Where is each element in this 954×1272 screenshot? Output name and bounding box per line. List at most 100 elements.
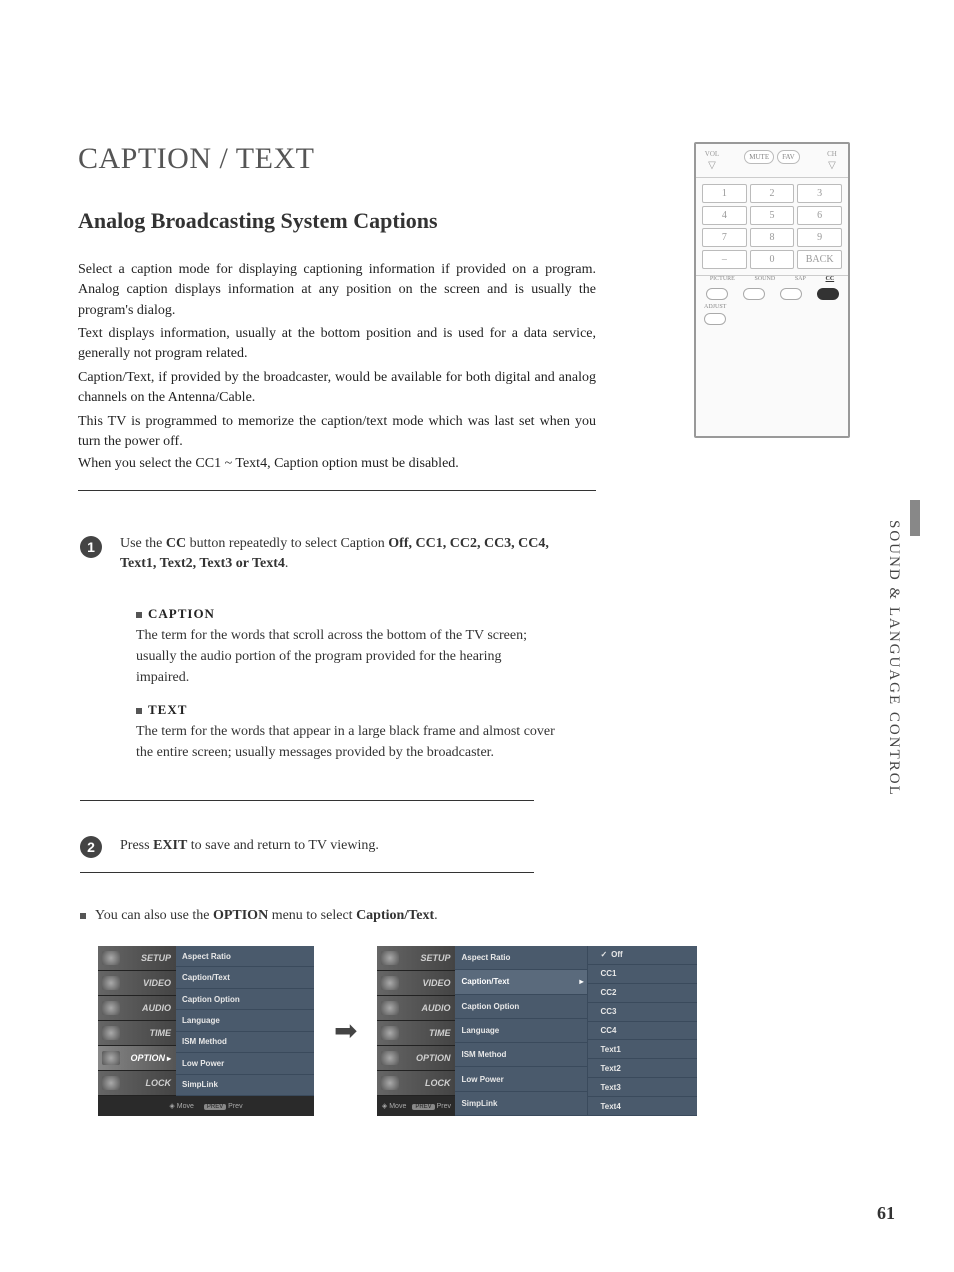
move-icon: ◈ <box>169 1103 174 1110</box>
paragraph-1: Select a caption mode for displaying cap… <box>78 260 596 321</box>
menu-sidebar-icon <box>381 976 399 990</box>
menu-value-label: CC3 <box>600 1007 616 1016</box>
remote-func-row <box>696 282 848 302</box>
paragraph-5: When you select the CC1 ~ Text4, Caption… <box>78 454 596 474</box>
step2-prefix: Press <box>120 838 153 853</box>
menu-option-label: Caption/Text <box>182 973 230 982</box>
menu-value-label: CC4 <box>600 1026 616 1035</box>
adjust-label: ADJUST <box>696 302 848 312</box>
bullet-icon <box>136 612 142 618</box>
text-definition: TEXT The term for the words that appear … <box>136 700 556 763</box>
step1-button: CC <box>166 536 186 551</box>
menu-option-label: Language <box>461 1026 499 1035</box>
menu-sidebar-icon <box>102 1001 120 1015</box>
menu-option-label: Low Power <box>461 1075 503 1084</box>
remote-func-labels: PICTURESOUNDSAPCC <box>696 276 848 282</box>
menu-option-item: Low Power <box>176 1053 314 1074</box>
menu-option-label: Caption Option <box>461 1002 519 1011</box>
remote-key-–: – <box>702 250 747 269</box>
check-icon: ✓ <box>600 950 607 959</box>
remote-func-label: CC <box>826 276 835 282</box>
menu-sidebar-item: VIDEO <box>98 971 176 996</box>
remote-illustration: VOL ▽ MUTE FAV CH ▽ 123456789–0BACK PICT… <box>694 142 850 438</box>
menu-sidebar-icon <box>381 1026 399 1040</box>
menu-sidebar-label: TIME <box>150 1028 172 1038</box>
remote-key-0: 0 <box>750 250 795 269</box>
menu2-sidebar: SETUPVIDEOAUDIOTIMEOPTIONLOCK <box>377 946 455 1096</box>
menu-sidebar-label: LOCK <box>425 1078 451 1088</box>
menu-option-label: ISM Method <box>461 1050 506 1059</box>
menu-value-label: Text4 <box>600 1102 620 1111</box>
menu-value-item: CC4 <box>588 1022 697 1041</box>
menu-option-label: Language <box>182 1016 220 1025</box>
option-note: You can also use the OPTION menu to sele… <box>80 908 580 924</box>
menu-option-label: Low Power <box>182 1059 224 1068</box>
page-number: 61 <box>877 1203 895 1224</box>
menu-sidebar-item: AUDIO <box>98 996 176 1021</box>
menu1-sidebar: SETUPVIDEOAUDIOTIMEOPTION▸LOCK <box>98 946 176 1096</box>
menu-option-label: SimpLink <box>461 1099 497 1108</box>
menu-sidebar-item: LOCK <box>377 1071 455 1096</box>
remote-key-2: 2 <box>750 184 795 203</box>
note-button: OPTION <box>213 908 268 923</box>
step1-prefix: Use the <box>120 536 166 551</box>
menu1-footer: ◈ Move PREV Prev <box>98 1096 314 1116</box>
menu-option-item: Caption Option <box>176 989 314 1010</box>
menu-option-label: Aspect Ratio <box>182 952 231 961</box>
ch-label: CH <box>827 150 837 158</box>
side-section-label: SOUND & LANGUAGE CONTROL <box>885 520 902 797</box>
prev-icon: PREV <box>204 1104 226 1110</box>
bullet-icon <box>80 913 86 919</box>
remote-func-label: PICTURE <box>710 276 735 282</box>
menu-sidebar-item: SETUP <box>98 946 176 971</box>
menu-illustrations: SETUPVIDEOAUDIOTIMEOPTION▸LOCK Aspect Ra… <box>98 946 697 1116</box>
menu-sidebar-icon <box>102 951 120 965</box>
divider-2 <box>80 800 534 801</box>
menu-option-item: Aspect Ratio <box>455 946 587 970</box>
menu-sidebar-icon <box>381 951 399 965</box>
page-title: CAPTION / TEXT <box>78 142 314 176</box>
menu-value-label: CC2 <box>600 988 616 997</box>
menu-sidebar-icon <box>102 976 120 990</box>
menu-sidebar-item: VIDEO <box>377 971 455 996</box>
step-2-text: Press EXIT to save and return to TV view… <box>120 838 540 854</box>
paragraph-3: Caption/Text, if provided by the broadca… <box>78 368 596 409</box>
caption-definition: CAPTION The term for the words that scro… <box>136 604 556 688</box>
menu2-footer: ◈ Move PREV Prev <box>377 1096 455 1116</box>
menu-value-item: Text2 <box>588 1059 697 1078</box>
menu-value-label: Text2 <box>600 1064 620 1073</box>
move-icon: ◈ <box>382 1103 387 1110</box>
menu-option-item: Language <box>455 1019 587 1043</box>
caret-icon: ▸ <box>579 977 583 986</box>
paragraph-4: This TV is programmed to memorize the ca… <box>78 412 596 453</box>
remote-key-7: 7 <box>702 228 747 247</box>
menu-option-item: Caption/Text▸ <box>455 970 587 994</box>
remote-key-1: 1 <box>702 184 747 203</box>
down-arrow-icon: ▽ <box>708 160 716 171</box>
remote-numpad: 123456789–0BACK <box>696 178 848 276</box>
note-suffix: . <box>434 908 438 923</box>
menu-sidebar-label: AUDIO <box>142 1003 171 1013</box>
text-heading: TEXT <box>148 702 187 717</box>
menu-sidebar-icon <box>381 1051 399 1065</box>
menu-value-item: Text1 <box>588 1040 697 1059</box>
menu-option-label: SimpLink <box>182 1080 218 1089</box>
arrow-icon: ➡ <box>334 1014 357 1048</box>
remote-func-label: SAP <box>795 276 806 282</box>
menu-value-label: Text1 <box>600 1045 620 1054</box>
menu-option-item: Caption/Text <box>176 967 314 988</box>
remote-key-BACK: BACK <box>797 250 842 269</box>
menu-sidebar-label: SETUP <box>141 953 171 963</box>
footer-move-2: Move <box>389 1103 406 1110</box>
prev-icon: PREV <box>412 1104 434 1110</box>
menu-sidebar-item: AUDIO <box>377 996 455 1021</box>
remote-key-4: 4 <box>702 206 747 225</box>
sound-button <box>743 288 765 300</box>
menu-option-item: Low Power <box>455 1067 587 1091</box>
menu-value-item: CC2 <box>588 984 697 1003</box>
menu-option-label: Aspect Ratio <box>461 953 510 962</box>
menu-sidebar-label: VIDEO <box>143 978 171 988</box>
step-1-badge: 1 <box>80 536 102 558</box>
menu2-values: ✓OffCC1CC2CC3CC4Text1Text2Text3Text4 <box>587 946 697 1116</box>
paragraph-2: Text displays information, usually at th… <box>78 324 596 365</box>
